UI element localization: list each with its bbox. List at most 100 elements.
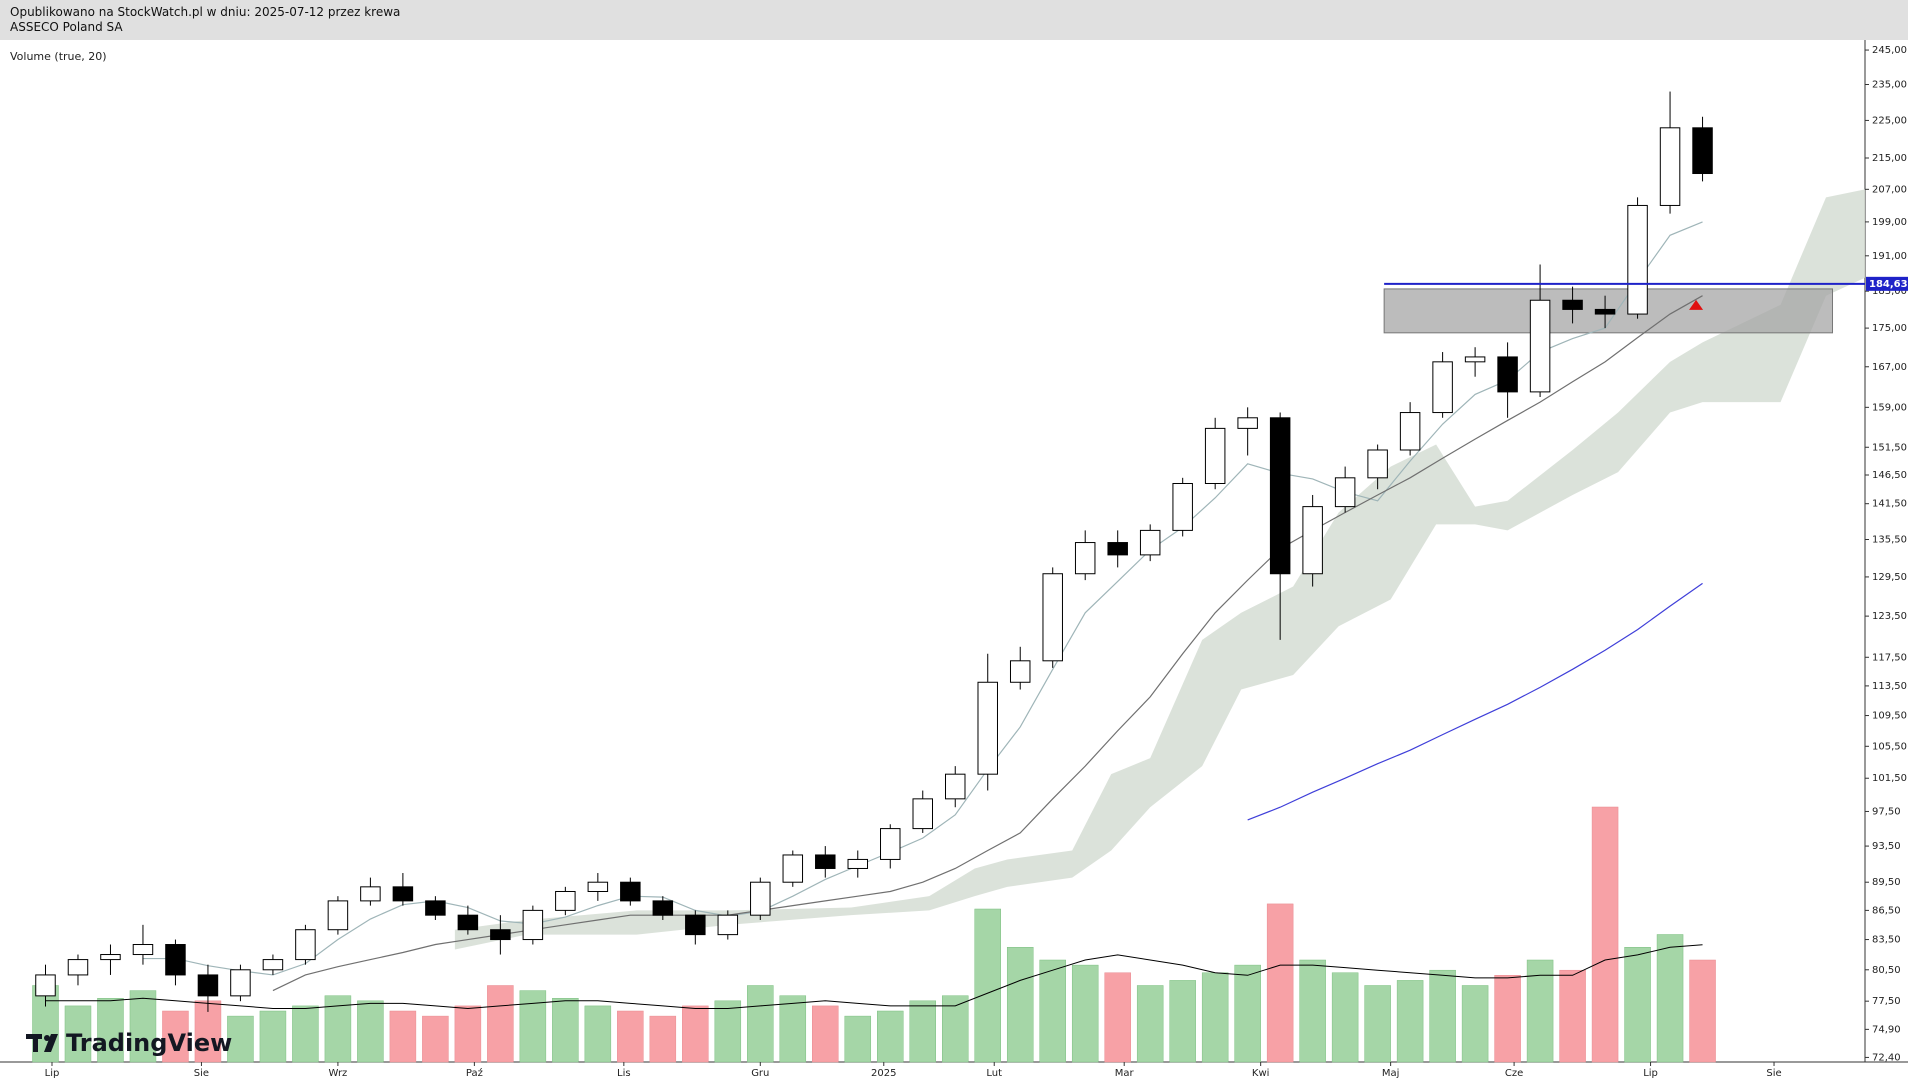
volume-bar [1266, 903, 1294, 1063]
volume-bar [747, 985, 774, 1063]
y-tick-label: 141,50 [1872, 499, 1907, 510]
volume-bar [1656, 934, 1684, 1063]
candle-body [1497, 356, 1518, 393]
candle-body [1562, 299, 1583, 310]
y-tick-label: 86,50 [1872, 905, 1901, 916]
candle-body [847, 858, 869, 869]
candle-body [750, 881, 771, 916]
publish-info: Opublikowano na StockWatch.pl w dniu: 20… [10, 5, 401, 19]
candle-body [295, 929, 316, 961]
volume-bar [941, 995, 969, 1063]
candle-body [1139, 529, 1161, 556]
candle-body [880, 828, 901, 860]
candle-body [522, 909, 544, 941]
volume-bar [844, 1015, 872, 1063]
moving-average [272, 295, 1703, 992]
volume-bar [1526, 959, 1554, 1063]
candle-body [1237, 417, 1258, 429]
volume-bar [682, 1005, 709, 1063]
candle-body [360, 886, 381, 902]
candle-body [1399, 412, 1421, 451]
x-tick-label: Sie [194, 1068, 209, 1079]
indicator-label: Volume (true, 20) [10, 50, 107, 63]
candle-body [1074, 542, 1096, 575]
y-tick-label: 225,00 [1872, 115, 1907, 126]
candle-body [1172, 482, 1193, 531]
candle-body [1367, 449, 1388, 479]
y-tick-label: 117,50 [1872, 652, 1907, 663]
volume-layer [32, 806, 1716, 1063]
candle-body [425, 900, 446, 916]
volume-bar [1624, 947, 1651, 1063]
candle-body [815, 854, 836, 869]
y-tick-label: 101,50 [1872, 773, 1907, 784]
volume-bar [357, 1000, 384, 1063]
y-tick-label: 97,50 [1872, 806, 1901, 817]
x-tick-label: Maj [1382, 1068, 1400, 1079]
candle-body [230, 969, 251, 997]
volume-bar [1461, 985, 1489, 1063]
x-tick-label: Lip [45, 1068, 60, 1079]
x-tick-label: Cze [1505, 1068, 1523, 1079]
candles-layer [35, 91, 1713, 1012]
moving-average [142, 221, 1703, 976]
y-tick-label: 159,00 [1872, 402, 1907, 413]
volume-bar [1136, 985, 1164, 1063]
x-tick-label: Lip [1643, 1068, 1658, 1079]
volume-bar [162, 1010, 189, 1063]
x-tick-label: Mar [1115, 1068, 1135, 1079]
volume-bar [1591, 806, 1619, 1063]
y-tick-label: 83,50 [1872, 935, 1901, 946]
candle-body [782, 854, 804, 883]
x-tick-label: Lis [617, 1068, 631, 1079]
candle-body [132, 944, 154, 956]
candle-body [1042, 573, 1063, 662]
volume-bar [1396, 980, 1424, 1063]
x-tick-label: Wrz [329, 1068, 348, 1079]
axis-layer: 245,00 235,00 225,00 215,00 207,00 199,00 191,… [45, 45, 1908, 1079]
candle-body [327, 900, 349, 931]
candle-body [587, 881, 609, 892]
volume-bar [617, 1010, 644, 1063]
x-tick-label: Kwi [1252, 1068, 1270, 1079]
y-tick-label: 245,00 [1872, 45, 1907, 56]
candle-body [1594, 308, 1616, 315]
y-tick-label: 74,90 [1872, 1024, 1901, 1035]
volume-bar [1039, 959, 1066, 1063]
volume-bar [1071, 964, 1099, 1063]
candle-body [197, 974, 219, 997]
x-tick-label: 2025 [871, 1068, 896, 1079]
volume-bar [389, 1010, 417, 1063]
volume-bar [519, 990, 547, 1063]
candle-body [1009, 660, 1031, 683]
volume-bar [584, 1005, 612, 1063]
ichimoku-cloud [454, 189, 1865, 950]
signal-marker [1689, 299, 1704, 310]
y-tick-label: 109,50 [1872, 711, 1907, 722]
y-tick-label: 135,50 [1872, 534, 1907, 545]
y-tick-label: 167,00 [1872, 362, 1907, 373]
volume-bar [1559, 969, 1586, 1063]
candle-body [1107, 542, 1128, 556]
y-tick-label: 215,00 [1872, 153, 1907, 164]
instrument-name: ASSECO Poland SA [10, 20, 123, 34]
volume-bar [812, 1005, 839, 1063]
candle-body [100, 954, 121, 961]
candle-body [165, 944, 186, 976]
candle-body [1204, 427, 1226, 484]
candle-body [35, 974, 56, 997]
volume-bar [64, 1005, 92, 1063]
y-tick-label: 183,00 [1872, 286, 1907, 297]
volume-bar [974, 908, 1001, 1063]
candle-body [67, 959, 89, 976]
candle-body [685, 914, 706, 936]
y-tick-label: 72,40 [1872, 1052, 1901, 1063]
volume-ma-line [45, 944, 1703, 1009]
candle-body [1659, 127, 1681, 206]
volume-bar [259, 1010, 287, 1063]
volume-bar [649, 1015, 677, 1063]
volume-bar [1234, 964, 1261, 1063]
y-tick-label: 89,50 [1872, 877, 1901, 888]
